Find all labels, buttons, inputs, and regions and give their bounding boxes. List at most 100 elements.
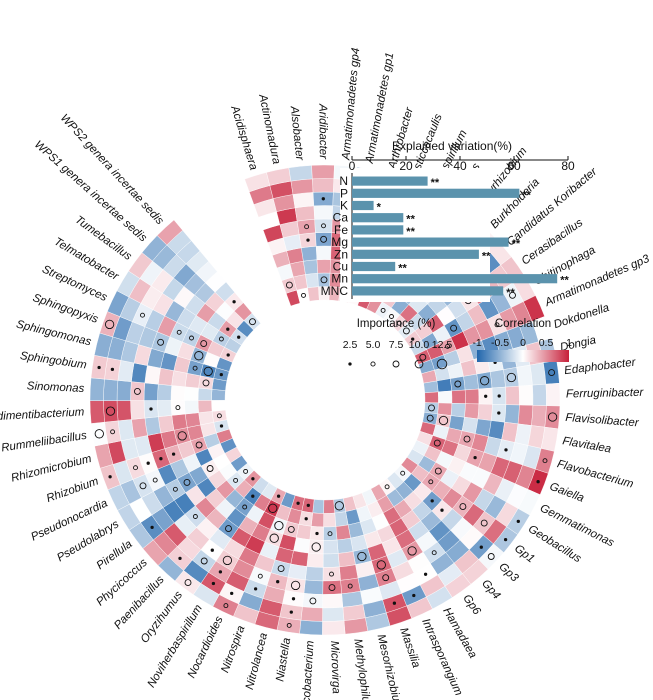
- heatmap-cell: [531, 405, 547, 428]
- importance-circle: [232, 300, 236, 304]
- heatmap-cell: [292, 192, 315, 209]
- importance-circle: [380, 307, 386, 313]
- heatmap-cell: [89, 400, 105, 424]
- importance-circle: [226, 327, 230, 331]
- bar-category-label: K: [340, 199, 348, 213]
- significance-label: **: [406, 214, 415, 226]
- correlation-colorbar: [477, 350, 569, 362]
- heatmap-cell: [313, 205, 333, 220]
- heatmap-cell: [322, 607, 345, 622]
- heatmap-cell: [211, 389, 226, 401]
- importance-circle: [450, 324, 458, 332]
- importance-circle: [306, 503, 310, 508]
- heatmap-cell: [314, 218, 333, 233]
- genus-label: Edaphobacter: [564, 356, 638, 377]
- importance-circle: [304, 517, 308, 521]
- heatmap-cell: [157, 383, 172, 401]
- genus-label: Acidisphaera: [228, 104, 259, 172]
- importance-circle: [516, 519, 520, 524]
- importance-circle: [104, 319, 115, 330]
- importance-circle: [497, 394, 501, 398]
- heatmap-cell: [308, 539, 324, 555]
- correlation-legend-title: Correlation: [495, 318, 551, 330]
- heatmap-cell: [341, 591, 364, 608]
- heatmap-cell: [322, 593, 344, 609]
- importance-circle: [178, 556, 182, 561]
- genus-label: Microvirga: [328, 641, 342, 694]
- genus-label: Ferruginibacter: [566, 387, 645, 401]
- genus-label: Gp4: [479, 578, 502, 602]
- heatmap-cell: [322, 553, 340, 568]
- importance-legend-tick: 7.5: [389, 339, 404, 351]
- importance-circle: [321, 223, 326, 229]
- significance-label: **: [482, 250, 491, 262]
- heatmap-cell: [450, 403, 466, 418]
- heatmap-cell: [337, 551, 356, 568]
- heatmap-cell: [451, 389, 466, 404]
- heatmap-cell: [288, 165, 313, 182]
- bar-k: [352, 200, 374, 211]
- heatmap-cell: [323, 499, 335, 514]
- importance-circle: [402, 327, 410, 335]
- importance-circle: [172, 486, 178, 492]
- genus-label: Nitrospira: [219, 624, 247, 674]
- importance-circle: [133, 387, 141, 395]
- heatmap-cell: [476, 371, 493, 390]
- importance-circle: [152, 477, 158, 483]
- heatmap-cell: [301, 246, 318, 262]
- importance-circle: [159, 457, 163, 461]
- correlation-legend-tick: 0.5: [539, 337, 554, 349]
- importance-circle: [94, 429, 104, 439]
- heatmap-cell: [116, 380, 132, 401]
- bar-mn: [352, 274, 558, 284]
- bar-mnc: [352, 286, 504, 296]
- bar-category-label: Mn: [331, 272, 348, 286]
- importance-circle: [219, 424, 224, 428]
- bar-category-label: Mg: [331, 235, 348, 249]
- genus-label: Rummeliibacillus: [0, 430, 87, 455]
- genus-label: Nitrolancea: [244, 632, 270, 691]
- importance-circle: [105, 406, 116, 416]
- bar-category-label: Zn: [334, 247, 348, 261]
- importance-circle: [200, 557, 208, 565]
- heatmap-cell: [294, 205, 315, 222]
- importance-circle: [389, 314, 394, 319]
- genus-label: Sphingomonas: [15, 318, 93, 348]
- importance-circle: [202, 379, 210, 387]
- genus-label: Rhizomicrobium: [10, 453, 93, 485]
- importance-circle: [434, 467, 442, 475]
- importance-circle: [311, 542, 321, 552]
- importance-circle: [423, 572, 428, 576]
- genus-label: Armatimonadetes gp3: [542, 253, 651, 310]
- heatmap-cell: [116, 400, 132, 422]
- genus-label: Rhizobium: [45, 475, 101, 505]
- importance-circle: [110, 367, 115, 372]
- x-tick-label: 0: [349, 159, 356, 173]
- heatmap-cell: [171, 370, 188, 387]
- heatmap-cell: [339, 564, 359, 581]
- significance-label: **: [522, 189, 531, 201]
- importance-circle: [226, 353, 230, 357]
- heatmap-cell: [518, 384, 534, 406]
- bar-category-label: P: [340, 186, 348, 200]
- bar-chart: Explained variation(%) 0 20 40 60 80 N ** P ** K *…: [321, 139, 575, 302]
- importance-circle: [506, 372, 517, 383]
- heatmap-cell: [305, 272, 319, 289]
- heatmap-cell: [423, 380, 439, 394]
- importance-circle: [347, 583, 353, 589]
- bar-p: [352, 188, 520, 198]
- importance-circle: [296, 501, 300, 505]
- heatmap-cell: [323, 539, 339, 555]
- heatmap-cell: [303, 259, 318, 275]
- genus-label: Gaiella: [548, 481, 586, 505]
- heatmap-cell: [340, 577, 361, 595]
- bar-cu: [352, 261, 396, 272]
- importance-circle: [251, 494, 255, 498]
- importance-circle: [463, 435, 471, 443]
- genus-label: Methylophilus: [351, 638, 372, 700]
- heatmap-cell: [299, 619, 323, 636]
- importance-circle: [177, 431, 187, 441]
- genus-label: Flavisolibacter: [565, 412, 640, 430]
- bar-category-label: Cu: [333, 260, 348, 274]
